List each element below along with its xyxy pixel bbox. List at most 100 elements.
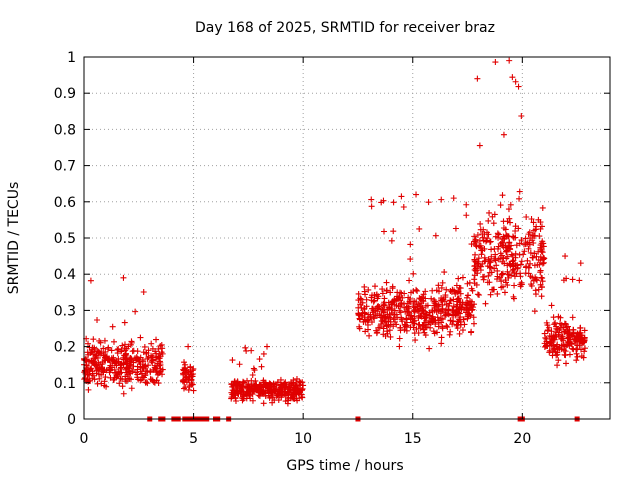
- data-point: [407, 241, 414, 248]
- data-point: [355, 290, 362, 297]
- data-point: [249, 385, 256, 392]
- data-point: [382, 313, 389, 320]
- data-point: [397, 297, 404, 304]
- data-point: [443, 322, 450, 329]
- data-point: [182, 384, 189, 391]
- data-point: [551, 321, 558, 328]
- data-point: [252, 377, 259, 384]
- data-point: [84, 349, 91, 356]
- data-point: [91, 376, 98, 383]
- data-point: [293, 379, 300, 386]
- data-point: [443, 311, 450, 318]
- data-point: [91, 355, 98, 362]
- data-point: [376, 310, 383, 317]
- data-point: [151, 379, 158, 386]
- data-point: [438, 196, 445, 203]
- data-point: [382, 332, 389, 339]
- data-point: [561, 343, 568, 350]
- data-point: [236, 361, 243, 368]
- x-axis-label: GPS time / hours: [286, 458, 403, 474]
- data-point: [476, 292, 483, 299]
- data-point: [100, 345, 107, 352]
- data-point: [455, 295, 462, 302]
- data-point: [269, 399, 276, 406]
- data-point: [84, 371, 91, 378]
- data-point: [537, 219, 544, 226]
- data-point: [128, 338, 135, 345]
- data-point: [510, 257, 517, 264]
- data-point: [503, 279, 510, 286]
- data-point: [430, 316, 437, 323]
- data-point: [293, 391, 300, 398]
- x-tick-label: 20: [513, 431, 531, 447]
- data-point: [491, 265, 498, 272]
- data-point: [488, 253, 495, 260]
- data-point: [455, 275, 462, 282]
- data-point: [356, 323, 363, 330]
- data-point: [260, 400, 267, 407]
- data-point: [159, 345, 166, 352]
- data-point: [500, 218, 507, 225]
- data-point: [465, 313, 472, 320]
- data-point: [516, 195, 523, 202]
- data-point: [578, 353, 585, 360]
- data-point: [110, 376, 117, 383]
- data-point: [381, 302, 388, 309]
- data-point: [581, 327, 588, 334]
- data-point: [86, 344, 93, 351]
- data-point: [508, 272, 515, 279]
- data-point: [256, 393, 263, 400]
- data-point: [386, 311, 393, 318]
- data-point: [561, 329, 568, 336]
- data-point: [130, 359, 137, 366]
- data-point: [147, 376, 154, 383]
- data-point: [472, 242, 479, 249]
- data-point: [366, 332, 373, 339]
- x-tick-labels: 0 5 10 15 20: [80, 431, 532, 447]
- data-point: [90, 336, 97, 343]
- data-point: [518, 281, 525, 288]
- data-point: [139, 364, 146, 371]
- data-point: [531, 308, 538, 315]
- data-point: [486, 269, 493, 276]
- data-point: [101, 378, 108, 385]
- data-point: [410, 324, 417, 331]
- data-point: [96, 349, 103, 356]
- data-point: [573, 350, 580, 357]
- data-point: [536, 261, 543, 268]
- data-point: [457, 285, 464, 292]
- data-point: [549, 337, 556, 344]
- data-point: [99, 368, 106, 375]
- data-point: [181, 359, 188, 366]
- data-point: [422, 308, 429, 315]
- data-point: [240, 378, 247, 385]
- data-point: [388, 237, 395, 244]
- data-point: [105, 344, 112, 351]
- data-point: [120, 274, 127, 281]
- data-point: [439, 325, 446, 332]
- data-point: [550, 346, 557, 353]
- data-point: [372, 307, 379, 314]
- data-point: [284, 400, 291, 407]
- data-point: [379, 286, 386, 293]
- data-point: [121, 319, 128, 326]
- data-point: [459, 327, 466, 334]
- data-point: [367, 314, 374, 321]
- data-point: [575, 334, 582, 341]
- data-point: [438, 284, 445, 291]
- y-tick-label: 0.1: [54, 376, 76, 392]
- data-point: [390, 199, 397, 206]
- data-point: [562, 328, 569, 335]
- data-point: [512, 250, 519, 257]
- data-point: [569, 314, 576, 321]
- data-point: [508, 251, 515, 258]
- data-point: [535, 286, 542, 293]
- data-point: [386, 304, 393, 311]
- data-point: [487, 291, 494, 298]
- data-point: [474, 75, 481, 82]
- y-tick-label: 0.9: [54, 86, 76, 102]
- data-point: [579, 338, 586, 345]
- data-point: [548, 302, 555, 309]
- data-point: [453, 304, 460, 311]
